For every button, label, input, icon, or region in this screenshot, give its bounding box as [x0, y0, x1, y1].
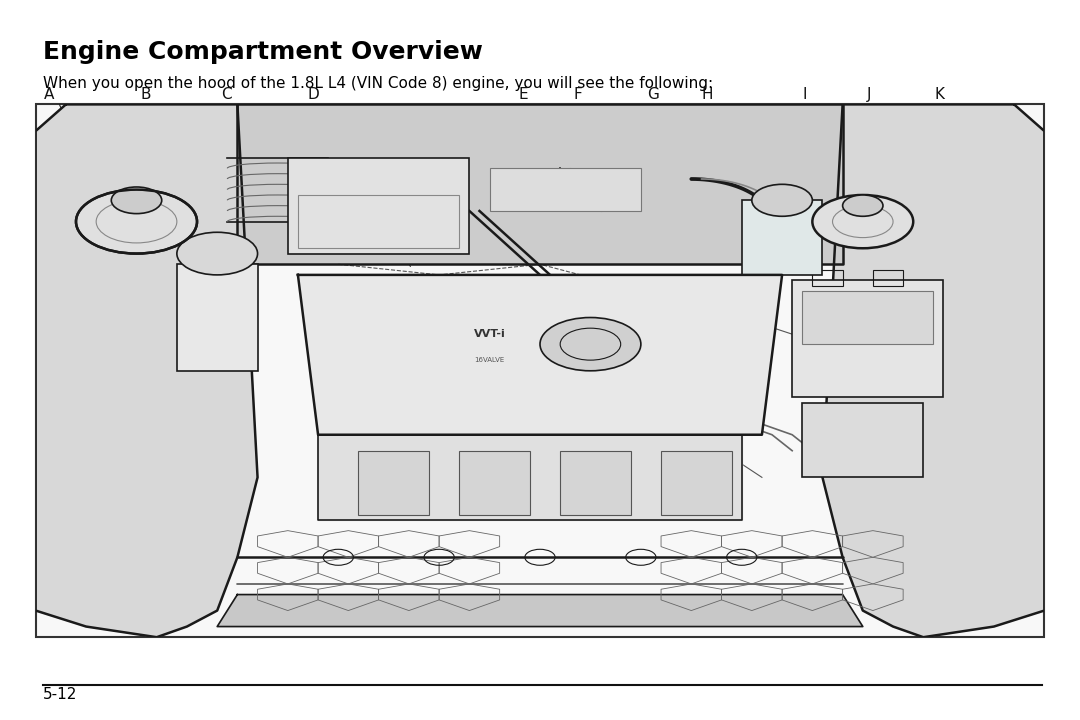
Circle shape: [76, 189, 197, 253]
Bar: [873, 269, 903, 286]
Bar: [742, 200, 823, 275]
Polygon shape: [298, 275, 782, 435]
Text: K: K: [934, 87, 945, 102]
Text: F: F: [573, 87, 582, 102]
Polygon shape: [823, 104, 1044, 637]
Text: C: C: [221, 87, 232, 102]
Bar: [287, 158, 470, 253]
Circle shape: [111, 187, 162, 214]
Bar: [36, 104, 1044, 637]
Text: D: D: [308, 87, 319, 102]
Polygon shape: [217, 595, 863, 626]
Text: H: H: [702, 87, 713, 102]
Bar: [802, 402, 923, 477]
Text: Engine Compartment Overview: Engine Compartment Overview: [43, 40, 483, 63]
Text: 16VALVE: 16VALVE: [474, 357, 504, 363]
Polygon shape: [319, 435, 742, 520]
Circle shape: [540, 318, 640, 371]
Bar: [328, 291, 752, 419]
Circle shape: [842, 195, 883, 216]
Circle shape: [752, 184, 812, 216]
Text: When you open the hood of the 1.8L L4 (VIN Code 8) engine, you will see the foll: When you open the hood of the 1.8L L4 (V…: [43, 76, 713, 91]
Text: G: G: [648, 87, 659, 102]
Bar: [661, 451, 731, 515]
Bar: [177, 264, 257, 371]
Bar: [802, 291, 933, 344]
Text: 5-12: 5-12: [43, 687, 78, 702]
Polygon shape: [36, 104, 257, 637]
Bar: [792, 280, 944, 397]
Bar: [561, 451, 631, 515]
Text: B: B: [140, 87, 151, 102]
Bar: [812, 269, 842, 286]
Text: I: I: [802, 87, 807, 102]
Bar: [359, 451, 429, 515]
Text: A: A: [43, 87, 54, 102]
Circle shape: [812, 195, 914, 248]
Bar: [489, 168, 640, 211]
Text: E: E: [519, 87, 528, 102]
Text: J: J: [867, 87, 872, 102]
Circle shape: [177, 233, 257, 275]
Bar: [298, 195, 459, 248]
Polygon shape: [238, 104, 842, 264]
Text: VVT-i: VVT-i: [474, 328, 505, 338]
Bar: [419, 355, 621, 408]
Bar: [459, 451, 530, 515]
